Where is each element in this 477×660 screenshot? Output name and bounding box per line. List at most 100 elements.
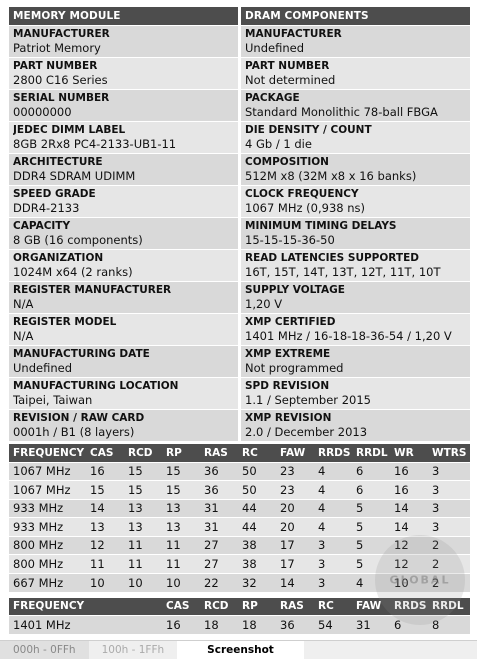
tab-000h-0ffh[interactable]: 000h - 0FFh [0, 641, 89, 659]
table-cell: 4 [352, 572, 390, 592]
table-cell: 10 [86, 572, 124, 592]
spec-label: REVISION / RAW CARD [13, 412, 145, 424]
table-cell: 18 [238, 615, 276, 634]
table-cell: 14 [390, 498, 428, 518]
spec-field: CAPACITY 8 GB (16 components) [9, 217, 238, 249]
spec-label: PART NUMBER [13, 60, 98, 72]
spec-value: Standard Monolithic 78-ball FBGA [245, 105, 438, 119]
table-cell: 667 MHz [9, 572, 86, 592]
column-header: CAS [162, 597, 200, 616]
column-header: RP [162, 444, 200, 462]
table-cell: 5 [352, 517, 390, 536]
table-cell: 54 [314, 615, 352, 634]
memory-module-fields: MANUFACTURER Patriot Memory PART NUMBER 280… [9, 25, 238, 441]
spec-value: Patriot Memory [13, 41, 101, 55]
spec-value: 15-15-15-36-50 [245, 233, 335, 247]
spec-field: PART NUMBER Not determined [241, 57, 470, 89]
spec-value: 512M x8 (32M x8 x 16 banks) [245, 169, 417, 183]
table-cell: 44 [238, 498, 276, 518]
dram-components-column: DRAM COMPONENTS MANUFACTURER Undefined PAR… [241, 7, 470, 441]
spec-label: XMP REVISION [245, 412, 332, 424]
table-cell: 38 [238, 554, 276, 573]
table-cell: 15 [124, 480, 162, 499]
table-cell: 11 [162, 535, 200, 555]
table-cell: 13 [162, 517, 200, 536]
column-header: RRDL [352, 444, 390, 462]
spec-label: DIE DENSITY / COUNT [245, 124, 372, 136]
spec-field: XMP CERTIFIED 1401 MHz / 16-18-18-36-54 /… [241, 313, 470, 345]
spec-field: CLOCK FREQUENCY 1067 MHz (0,938 ns) [241, 185, 470, 217]
table-row: 1401 MHz 16 18 18 36 54 31 6 8 [9, 615, 470, 634]
table-cell: 4 [314, 480, 352, 499]
table-cell: 27 [200, 554, 238, 573]
table-row: 1067 MHz 16 15 15 36 50 23 4 6 16 3 [9, 461, 470, 481]
spec-label: MANUFACTURING DATE [13, 348, 150, 360]
column-header: RP [238, 597, 276, 616]
column-header: CAS [86, 444, 124, 462]
spd-panel: MEMORY MODULE MANUFACTURER Patriot Memory… [9, 7, 470, 634]
table-cell: 5 [352, 535, 390, 555]
table-cell: 50 [238, 461, 276, 481]
table-cell: 1067 MHz [9, 480, 86, 499]
xmp-body: 1401 MHz 16 18 18 36 54 31 6 8 [9, 615, 470, 634]
table-cell: 31 [200, 517, 238, 536]
table-cell: 2 [428, 535, 470, 555]
table-cell: 15 [162, 461, 200, 481]
spec-value: Taipei, Taiwan [13, 393, 93, 407]
spec-label: SERIAL NUMBER [13, 92, 110, 104]
dram-components-fields: MANUFACTURER Undefined PART NUMBER Not dete… [241, 25, 470, 441]
table-cell: 31 [200, 498, 238, 518]
watermark-text: GLOBAL [389, 573, 451, 587]
spec-field: REVISION / RAW CARD 0001h / B1 (8 layers) [9, 409, 238, 441]
table-cell: 4 [314, 498, 352, 518]
spec-value: Not determined [245, 73, 336, 87]
spec-field: MINIMUM TIMING DELAYS 15-15-15-36-50 [241, 217, 470, 249]
column-header: RAS [200, 444, 238, 462]
table-cell: 23 [276, 480, 314, 499]
table-row: 933 MHz 13 13 13 31 44 20 4 5 14 3 [9, 517, 470, 536]
table-cell: 5 [352, 554, 390, 573]
column-header: FAW [276, 444, 314, 462]
spec-field: MANUFACTURING DATE Undefined [9, 345, 238, 377]
table-cell: 20 [276, 517, 314, 536]
table-cell: 6 [390, 615, 428, 634]
spec-field: REGISTER MODEL N/A [9, 313, 238, 345]
table-cell: 12 [390, 535, 428, 555]
spec-value: N/A [13, 329, 34, 343]
bottom-tab-bar: 000h - 0FFh 100h - 1FFh Screenshot [0, 640, 477, 659]
table-cell: 11 [124, 535, 162, 555]
table-cell: 13 [124, 517, 162, 536]
memory-module-header: MEMORY MODULE [9, 7, 238, 25]
spec-value: 4 Gb / 1 die [245, 137, 312, 151]
table-cell: 22 [200, 572, 238, 592]
table-cell: 2 [428, 554, 470, 573]
table-cell: 20 [276, 498, 314, 518]
table-cell: 4 [314, 517, 352, 536]
spec-label: SPEED GRADE [13, 188, 96, 200]
spec-value: Undefined [13, 361, 72, 375]
table-cell: 13 [162, 498, 200, 518]
table-cell: 15 [162, 480, 200, 499]
spec-label: SUPPLY VOLTAGE [245, 284, 345, 296]
table-cell: 38 [238, 535, 276, 555]
spec-label: JEDEC DIMM LABEL [13, 124, 126, 136]
tab-screenshot[interactable]: Screenshot [177, 641, 304, 659]
spec-label: XMP CERTIFIED [245, 316, 336, 328]
jedec-timings-table: FREQUENCY CAS RCD RP RAS RC FAW RRDS RRDL WR WTRS … [9, 444, 470, 592]
table-cell: 17 [276, 535, 314, 555]
column-header: FREQUENCY [9, 444, 86, 462]
column-header: RRDS [390, 597, 428, 616]
spec-field: COMPOSITION 512M x8 (32M x8 x 16 banks) [241, 153, 470, 185]
column-header: RCD [124, 444, 162, 462]
table-cell: 5 [352, 498, 390, 518]
spec-field: SPD REVISION 1.1 / September 2015 [241, 377, 470, 409]
tab-100h-1ffh[interactable]: 100h - 1FFh [101, 644, 165, 656]
spec-value: 8 GB (16 components) [13, 233, 143, 247]
table-cell: 1067 MHz [9, 461, 86, 481]
spec-value: DDR4 SDRAM UDIMM [13, 169, 136, 183]
spec-label: CLOCK FREQUENCY [245, 188, 359, 200]
spec-value: 1401 MHz / 16-18-18-36-54 / 1,20 V [245, 329, 452, 343]
spec-field: ARCHITECTURE DDR4 SDRAM UDIMM [9, 153, 238, 185]
table-cell: 23 [276, 461, 314, 481]
table-row: 800 MHz 12 11 11 27 38 17 3 5 12 2 [9, 535, 470, 555]
